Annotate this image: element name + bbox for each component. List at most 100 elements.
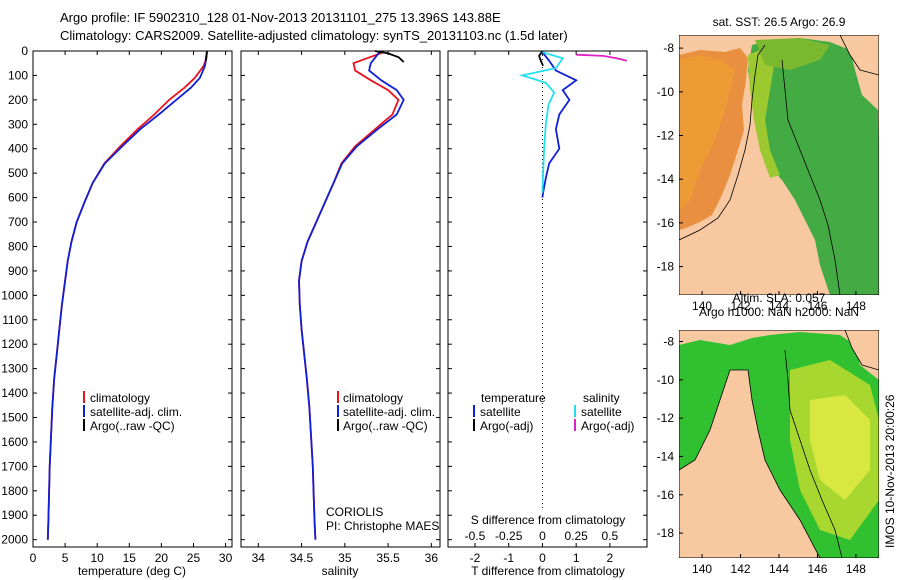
sla-east-coast — [679, 369, 821, 558]
s-diff-tick-label: 0 — [539, 529, 546, 543]
lat-tick-label: -8 — [663, 334, 674, 348]
sla-north-coast — [844, 330, 879, 371]
x-tick-label: 15 — [123, 551, 137, 565]
salinity-axis-label: salinity — [322, 564, 359, 578]
sst-map-ticks: 140 142 144 146 148 -8 -10 -12 -14 -16 -18 — [657, 41, 867, 313]
lon-tick-label: 142 — [731, 299, 751, 313]
x-tick-label: 5 — [62, 551, 69, 565]
salinity-legend: climatology satellite-adj. clim. Argo(..… — [326, 391, 439, 533]
coral-sea-shelf-field — [748, 50, 780, 178]
lat-tick-label: -10 — [657, 373, 675, 387]
s-diff-tick-label: -0.5 — [465, 529, 486, 543]
depth-tick-label: 1400 — [1, 386, 28, 400]
series-line-argo-adj — [538, 50, 544, 67]
legend-swatch-satellite — [83, 405, 85, 417]
lon-tick-label: 144 — [769, 562, 789, 576]
series-line-satellite — [518, 51, 565, 193]
depth-tick-label: 100 — [8, 68, 28, 82]
x-tick-label: 34.5 — [290, 551, 314, 565]
depth-tick-label: 1800 — [1, 484, 28, 498]
lon-tick-label: 148 — [846, 562, 866, 576]
sla-map-title-line1: Altim. SLA: 0.057 — [733, 291, 826, 305]
s-diff-tick-label: 0.5 — [602, 529, 619, 543]
lon-tick-label: 144 — [769, 299, 789, 313]
legend-swatch-climatology — [83, 391, 85, 403]
depth-tick-label: 500 — [8, 166, 28, 180]
legend-swatch-t-satellite — [473, 405, 475, 417]
depth-tick-label: 1000 — [1, 288, 28, 302]
x-tick-label: 35 — [338, 551, 352, 565]
legend-swatch-s-satellite — [574, 405, 576, 417]
difference-panel: -2 -1 0 1 2 -0.5 -0.25 0 0.25 0.5 — [448, 50, 647, 565]
sla-map: 140 142 144 146 148 -8 -10 -12 -14 -16 -18 — [657, 330, 879, 576]
s-diff-tick-label: 0.25 — [564, 529, 588, 543]
figure-title-line1: Argo profile: IF 5902310_128 01-Nov-2013… — [60, 10, 501, 25]
reef-contour — [781, 59, 841, 295]
legend-label-t-argo: Argo(-adj) — [480, 419, 533, 433]
legend-label-climatology: climatology — [90, 391, 150, 405]
legend-label-s-satellite: satellite — [581, 405, 622, 419]
depth-tick-label: 1100 — [2, 313, 28, 327]
lon-tick-label: 140 — [692, 299, 712, 313]
series-line-climatology — [46, 52, 208, 540]
legend-label-argo: Argo(..raw -QC) — [90, 419, 175, 433]
depth-tick-label: 1900 — [1, 508, 28, 522]
x-tick-label: 10 — [91, 551, 105, 565]
pi-label: PI: Christophe MAES — [326, 519, 439, 533]
depth-tick-label: 400 — [8, 142, 28, 156]
depth-tick-label: 800 — [8, 239, 28, 253]
x-tick-label: 2 — [607, 551, 614, 565]
series-line-satellite-adj-clim — [298, 51, 405, 540]
s-diff-tick-label: -0.25 — [495, 529, 523, 543]
t-difference-axis-label: T difference from climatology — [471, 564, 625, 578]
series-line-argo-adj — [576, 53, 628, 62]
sst-map: 140 142 144 146 148 -8 -10 -12 -14 -16 -18 — [657, 35, 879, 313]
legend-label-satellite: satellite-adj. clim. — [90, 405, 182, 419]
lat-tick-label: -12 — [657, 411, 675, 425]
legend-swatch-s-argo — [574, 419, 576, 431]
difference-legend: temperature salinity satellite Argo(-adj… — [473, 391, 634, 433]
x-tick-label: 34 — [252, 551, 266, 565]
depth-tick-label: 300 — [8, 117, 28, 131]
lon-tick-label: 146 — [807, 299, 827, 313]
temperature-panel-frame — [32, 50, 233, 548]
legend-swatch-argo — [83, 419, 85, 431]
series-line-argo-raw-qc — [204, 50, 208, 61]
depth-axis: 0 100 200 300 400 500 600 700 800 900 1000 1100 1200… — [1, 44, 28, 547]
depth-tick-label: 1700 — [1, 459, 28, 473]
sla-west-field — [679, 370, 820, 558]
lat-tick-label: -14 — [657, 449, 675, 463]
data-centre-label: CORIOLIS — [326, 505, 383, 519]
salinity-panel-frame — [240, 50, 441, 548]
imos-watermark: IMOS 10-Nov-2013 20:00:26 — [883, 394, 897, 548]
sst-map-title: sat. SST: 26.5 Argo: 26.9 — [713, 15, 846, 29]
legend-label-climatology: climatology — [343, 391, 403, 405]
x-tick-label: 25 — [187, 551, 201, 565]
depth-tick-label: 1500 — [1, 411, 28, 425]
depth-tick-label: 900 — [8, 264, 28, 278]
sla-map-ticks: 140 142 144 146 148 -8 -10 -12 -14 -16 -18 — [657, 334, 867, 576]
depth-tick-label: 600 — [8, 191, 28, 205]
lon-tick-label: 146 — [807, 562, 827, 576]
depth-tick-label: 2000 — [1, 533, 28, 547]
north-coast — [839, 35, 879, 76]
legend-swatch-climatology — [337, 391, 339, 403]
depth-tick-label: 0 — [21, 44, 28, 58]
sla-map-title-line2: Argo h1000: NaN h2000: NaN — [699, 305, 859, 319]
x-tick-label: 35.5 — [376, 551, 400, 565]
x-tick-label: 1 — [573, 551, 580, 565]
legend-label-satellite: satellite-adj. clim. — [343, 405, 435, 419]
lat-tick-label: -16 — [657, 216, 675, 230]
lat-tick-label: -16 — [657, 488, 675, 502]
x-tick-label: 36 — [425, 551, 439, 565]
legend-label-s-argo: Argo(-adj) — [581, 419, 634, 433]
depth-tick-label: 1600 — [1, 435, 28, 449]
difference-panel-frame — [447, 50, 648, 548]
x-tick-label: -2 — [470, 551, 481, 565]
s-difference-axis-label: S difference from climatology — [471, 513, 626, 527]
legend-header-temperature: temperature — [481, 391, 546, 405]
legend-swatch-t-argo — [473, 419, 475, 431]
legend-swatch-satellite — [337, 405, 339, 417]
legend-swatch-argo — [337, 419, 339, 431]
sla-reef-contour — [784, 349, 843, 558]
